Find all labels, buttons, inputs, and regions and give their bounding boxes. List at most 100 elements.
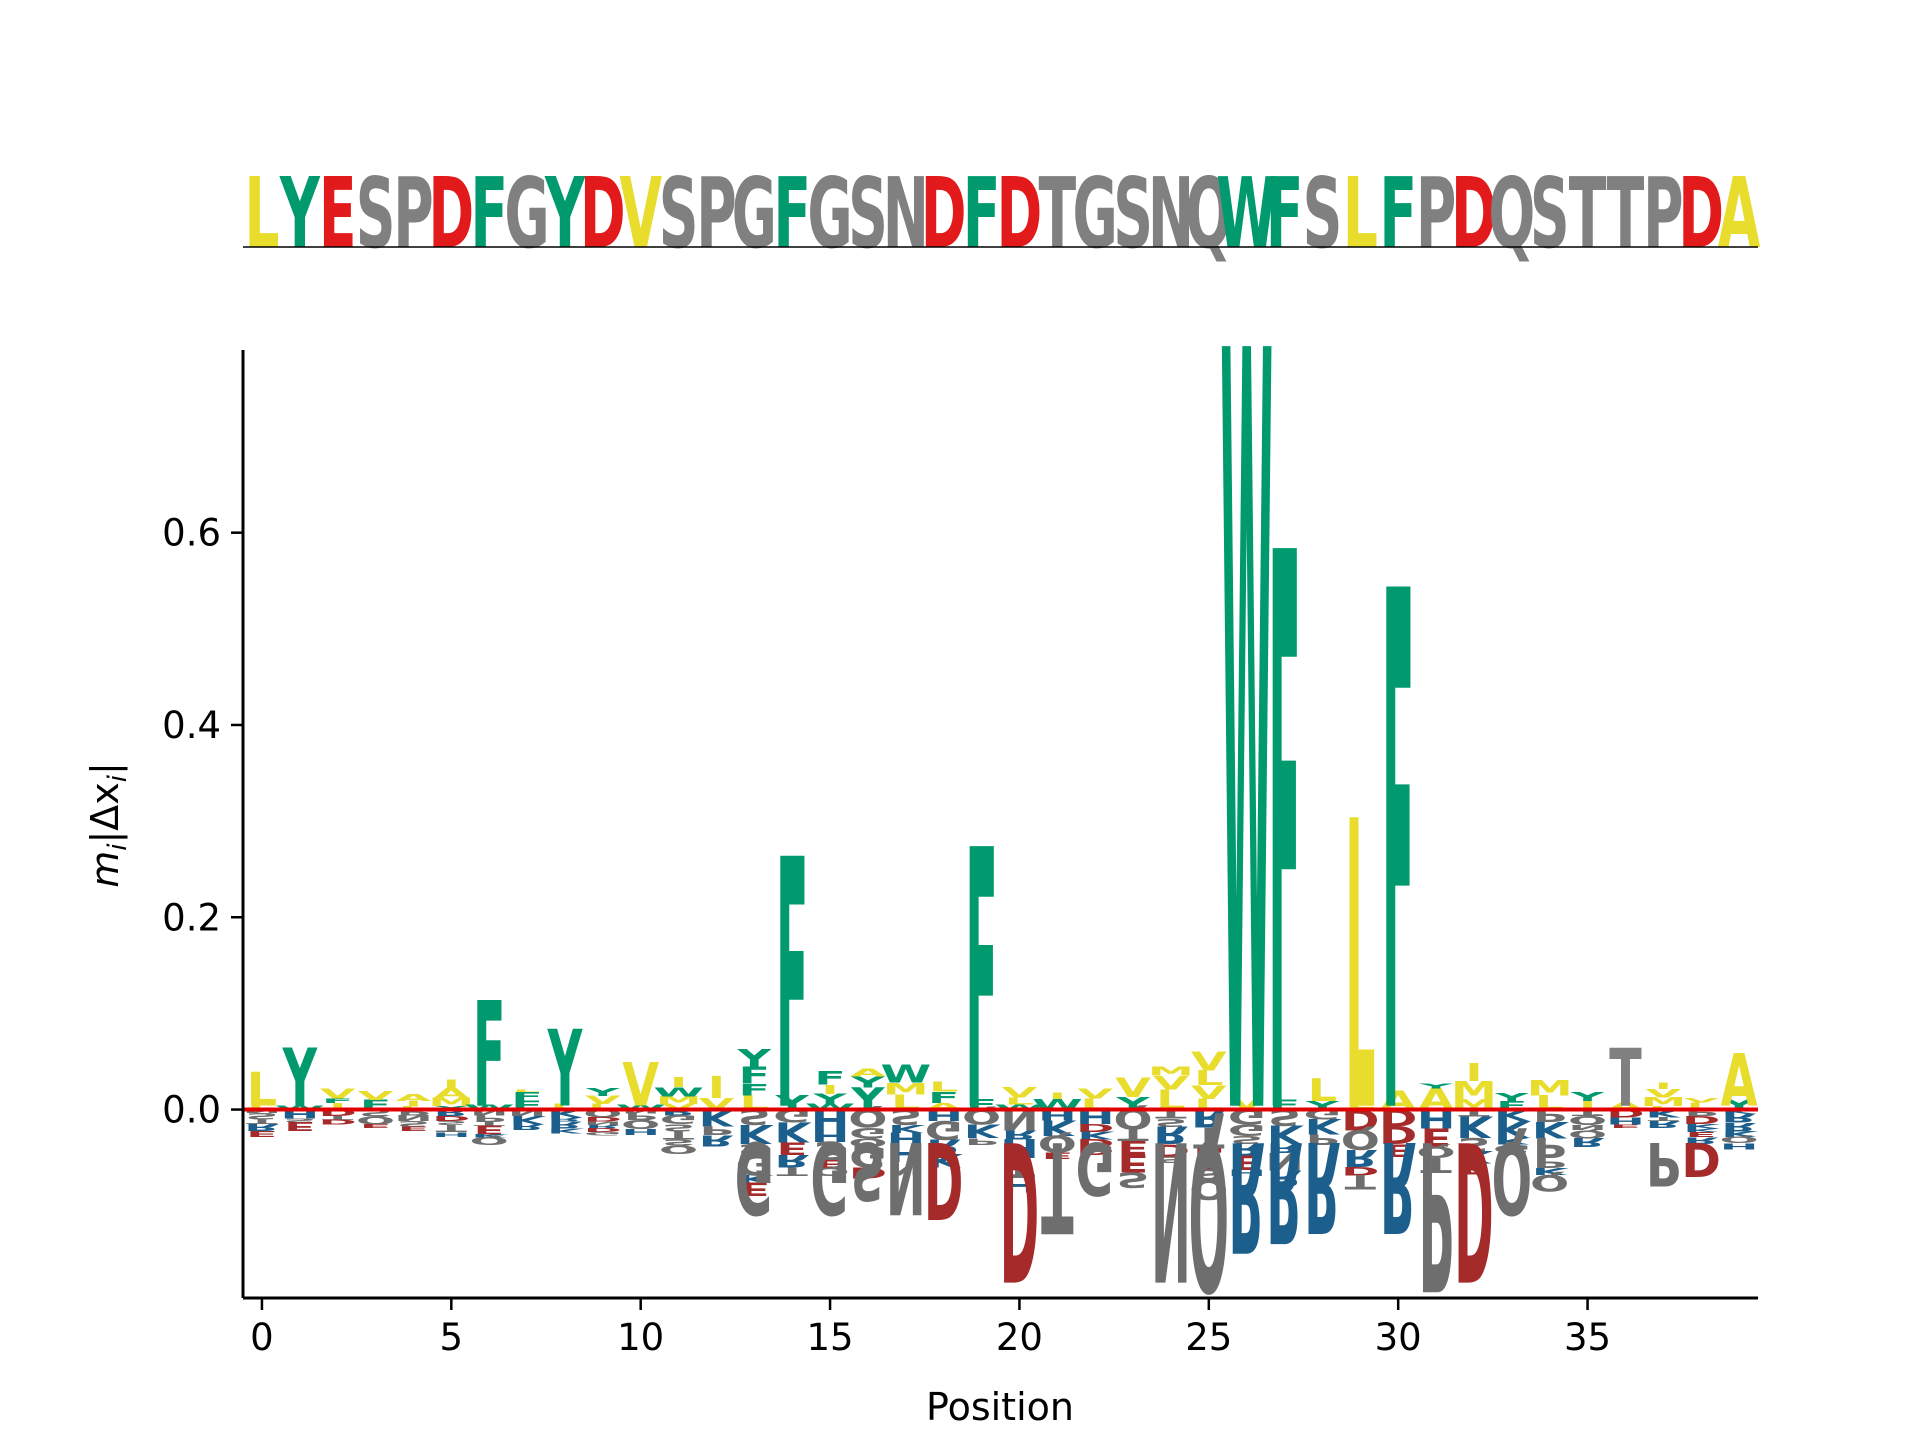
reference-letter: Q xyxy=(1185,157,1232,270)
small-negative-letter: T xyxy=(246,1118,278,1125)
positive-letter-w: W xyxy=(1220,138,1273,1352)
small-positive-letter: M xyxy=(428,1096,474,1109)
negative-letter-d: D xyxy=(1000,1098,1040,1320)
small-negative-letter: K xyxy=(926,1150,964,1171)
small-negative-letter: T xyxy=(1193,1120,1224,1154)
small-negative-letter: E xyxy=(1420,1122,1451,1151)
small-negative-letter: R xyxy=(699,1131,734,1149)
x-tick-label: 25 xyxy=(1185,1316,1232,1359)
reference-letter: L xyxy=(244,157,279,270)
small-positive-letter: V xyxy=(358,1089,394,1103)
small-negative-letter: R xyxy=(1267,1165,1303,1191)
small-negative-letter: K xyxy=(547,1126,585,1135)
small-negative-letter: H xyxy=(1227,1168,1265,1178)
reference-letter: Y xyxy=(279,157,321,270)
x-tick-label: 35 xyxy=(1564,1316,1611,1359)
small-negative-letter: T xyxy=(663,1129,695,1141)
small-negative-letter: E xyxy=(1117,1148,1148,1177)
small-negative-letter: T xyxy=(777,1165,809,1178)
reference-letter: P xyxy=(393,157,433,270)
y-tick-label: 0.4 xyxy=(162,704,221,747)
y-tick-label: 0.6 xyxy=(162,512,221,555)
small-negative-letter: R xyxy=(774,1151,809,1170)
reference-letter: F xyxy=(1266,157,1304,270)
small-positive-letter: F xyxy=(739,1081,770,1100)
small-negative-letter: S xyxy=(1117,1167,1150,1191)
small-positive-letter: L xyxy=(588,1102,617,1111)
small-negative-letter: P xyxy=(624,1111,658,1122)
small-negative-letter: D xyxy=(849,1163,887,1181)
small-positive-letter: V xyxy=(1646,1087,1682,1101)
small-negative-letter: S xyxy=(814,1135,847,1164)
reference-letter: F xyxy=(963,157,1001,270)
small-positive-letter: L xyxy=(1687,1100,1716,1111)
reference-letter: F xyxy=(773,157,811,270)
small-positive-letter: V xyxy=(1002,1084,1038,1101)
small-negative-letter: N xyxy=(1265,1147,1303,1175)
small-positive-letter: I xyxy=(1465,1058,1482,1087)
small-positive-letter: Y xyxy=(850,1074,886,1092)
small-negative-letter: R xyxy=(1570,1135,1605,1150)
x-tick-label: 10 xyxy=(617,1316,664,1359)
small-negative-letter: P xyxy=(700,1123,734,1138)
small-negative-letter: K xyxy=(964,1120,1002,1142)
small-negative-letter: R xyxy=(1721,1111,1756,1126)
x-axis-title: Position xyxy=(926,1385,1074,1429)
small-negative-letter: S xyxy=(435,1119,468,1126)
reference-letter: G xyxy=(732,157,777,270)
small-negative-letter: G xyxy=(849,1139,887,1173)
small-positive-letter: V xyxy=(1153,1072,1190,1094)
small-negative-letter: E xyxy=(360,1123,391,1129)
x-axis-ticks: 0 5 10 15 20 25 30 35 xyxy=(250,1298,1611,1359)
x-tick-label: 20 xyxy=(996,1316,1043,1359)
small-positive-letter: I xyxy=(443,1077,460,1091)
small-positive-letter: V xyxy=(320,1086,357,1102)
small-negative-letter: Q xyxy=(1038,1130,1077,1157)
small-positive-letter: F xyxy=(322,1097,353,1104)
small-negative-letter: N xyxy=(1568,1123,1607,1132)
small-negative-letter: T xyxy=(1345,1170,1376,1192)
reference-letter: N xyxy=(883,157,929,270)
y-axis-title: mi|Δxi| xyxy=(83,762,133,888)
small-positive-letter: W xyxy=(880,1060,931,1089)
small-negative-letter: Q xyxy=(1530,1170,1569,1195)
small-negative-letter: Q xyxy=(811,1165,850,1178)
small-negative-letter: Q xyxy=(470,1135,509,1147)
small-negative-letter: K xyxy=(1456,1109,1494,1143)
small-negative-letter: E xyxy=(1042,1150,1073,1160)
small-negative-letter: R xyxy=(926,1135,961,1158)
reference-letter: Y xyxy=(544,157,586,270)
reference-letter: Q xyxy=(1488,157,1535,270)
positive-letter-f: F xyxy=(1382,447,1415,1275)
small-negative-letter: R xyxy=(1646,1118,1681,1130)
small-negative-letter: K xyxy=(736,1119,774,1150)
small-negative-letter: E xyxy=(1685,1130,1716,1139)
negative-letter-g: G xyxy=(735,1119,774,1234)
small-negative-letter: G xyxy=(660,1112,698,1127)
small-negative-letter: T xyxy=(473,1121,505,1127)
small-negative-letter: T xyxy=(1572,1107,1604,1118)
small-positive-letter: W xyxy=(805,1102,856,1111)
small-negative-letter: S xyxy=(283,1117,316,1123)
negative-letter-s: S xyxy=(851,1124,885,1216)
reference-letter: D xyxy=(428,157,474,270)
small-negative-letter: N xyxy=(584,1120,622,1125)
small-negative-letter: E xyxy=(739,1178,770,1200)
small-negative-letter: R xyxy=(1721,1120,1757,1133)
negative-letter-q: Q xyxy=(1492,1119,1532,1234)
small-negative-letter: D xyxy=(1076,1121,1114,1133)
reference-letter: G xyxy=(1073,157,1118,270)
negative-letter-g: G xyxy=(1076,1125,1115,1209)
negative-letter-p: P xyxy=(1419,1094,1454,1332)
small-negative-letter: Q xyxy=(848,1136,887,1149)
small-positive-letter: Y xyxy=(1570,1090,1606,1104)
small-negative-letter: G xyxy=(849,1124,887,1141)
negative-letter-d: D xyxy=(924,1117,964,1239)
small-negative-letter: K xyxy=(1683,1122,1721,1129)
small-positive-letter: I xyxy=(405,1099,422,1108)
small-negative-letter: R xyxy=(547,1119,582,1130)
negative-letter-d: D xyxy=(1454,1098,1494,1320)
small-negative-letter: P xyxy=(1533,1131,1567,1163)
small-positive-letter: A xyxy=(926,1101,962,1112)
